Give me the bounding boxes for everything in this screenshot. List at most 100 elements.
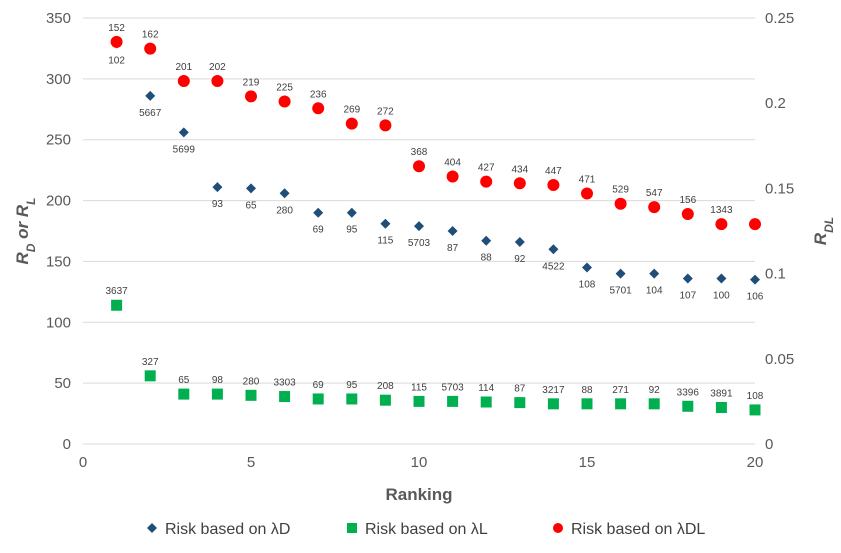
point-label: 368	[411, 147, 428, 158]
point-label: 104	[646, 286, 663, 297]
point-label: 3396	[677, 387, 700, 398]
point-label: 272	[377, 106, 394, 117]
x-tick-label: 20	[747, 454, 764, 471]
point-label: 69	[313, 225, 325, 236]
point-label: 1343	[710, 205, 733, 216]
y2-tick-label: 0.15	[765, 180, 794, 197]
point-label: 65	[245, 200, 257, 211]
point-label: 427	[478, 163, 495, 174]
diamond-point	[414, 221, 424, 232]
point-label: 271	[612, 385, 629, 396]
label-part: R	[13, 252, 32, 265]
diamond-point	[481, 235, 492, 246]
x-tick-label: 10	[411, 454, 428, 471]
point-label: 92	[649, 385, 661, 396]
diamond-point	[178, 127, 189, 138]
square-point	[111, 299, 123, 311]
square-point	[144, 370, 156, 382]
diamond-point	[514, 236, 525, 247]
circle-point	[413, 160, 425, 173]
point-label: 115	[411, 382, 427, 393]
point-label: 547	[646, 188, 663, 199]
square-point	[279, 391, 291, 403]
circle-point	[144, 42, 157, 55]
point-label: 5701	[609, 286, 632, 297]
circle-point	[681, 207, 694, 220]
point-label: 4522	[542, 261, 565, 272]
diamond-point	[346, 207, 357, 218]
square-point	[379, 394, 391, 406]
point-label: 95	[346, 225, 358, 236]
point-label: 404	[444, 157, 461, 168]
square-point	[715, 401, 727, 413]
point-label: 5699	[173, 144, 196, 155]
point-label: 225	[276, 82, 293, 93]
square-point	[447, 395, 459, 407]
diamond-point	[246, 183, 256, 194]
square-point	[514, 397, 526, 409]
y2-tick-label: 0.25	[765, 10, 794, 27]
diamond-point	[649, 268, 660, 279]
circle-point	[446, 170, 459, 183]
circle-point	[581, 187, 593, 200]
point-label: 162	[142, 30, 159, 41]
point-label: 236	[310, 89, 327, 100]
point-label: 106	[747, 292, 764, 303]
circle-point	[379, 119, 392, 132]
y-tick-label: 100	[46, 314, 71, 331]
diamond-point	[145, 90, 156, 101]
diamond-point	[380, 218, 391, 229]
square-point	[245, 389, 257, 401]
circle-point	[110, 35, 123, 48]
legend-label: Risk based on λL	[365, 521, 488, 538]
point-label: 102	[108, 56, 125, 67]
square-point	[648, 398, 660, 410]
point-label: 88	[581, 385, 593, 396]
diamond-point	[682, 273, 693, 284]
y-tick-label: 200	[46, 193, 71, 210]
point-label: 95	[346, 380, 358, 391]
point-label: 114	[478, 383, 494, 394]
square-point	[312, 393, 324, 405]
circle-point	[278, 95, 291, 108]
point-label: 201	[175, 62, 192, 73]
point-label: 98	[212, 375, 224, 386]
x-tick-label: 0	[79, 454, 87, 471]
point-label: 327	[142, 357, 159, 368]
y2-axis-label: RDL	[811, 217, 836, 245]
point-label: 434	[511, 164, 528, 175]
point-label: 5703	[408, 238, 431, 249]
y2-tick-label: 0.05	[765, 351, 794, 368]
circle-point	[715, 218, 728, 231]
point-label: 3303	[273, 378, 296, 389]
legend-label: Risk based on λD	[165, 521, 290, 538]
square-point	[480, 396, 492, 408]
point-label: 156	[679, 195, 696, 206]
subscript: DL	[822, 217, 836, 233]
point-label: 87	[447, 243, 459, 254]
circle-point	[177, 75, 190, 88]
label-part: R	[811, 232, 830, 245]
legend-marker	[553, 523, 563, 533]
square-point	[682, 400, 694, 412]
diamond-point	[548, 244, 559, 255]
point-label: 65	[178, 375, 190, 386]
circle-point	[547, 178, 560, 191]
y-tick-label: 0	[63, 436, 71, 453]
y-tick-label: 150	[46, 253, 71, 270]
y-tick-label: 50	[54, 375, 71, 392]
square-point	[581, 398, 593, 410]
legend-marker	[347, 523, 357, 533]
point-label: 107	[679, 290, 696, 301]
point-label: 108	[747, 391, 764, 402]
square-point	[413, 395, 425, 407]
legend-label: Risk based on λDL	[571, 521, 705, 538]
y-tick-label: 300	[46, 71, 71, 88]
circle-point	[614, 197, 627, 210]
point-label: 471	[579, 175, 596, 186]
point-label: 202	[209, 62, 226, 73]
circle-point	[749, 218, 761, 231]
point-label: 3891	[710, 388, 733, 399]
